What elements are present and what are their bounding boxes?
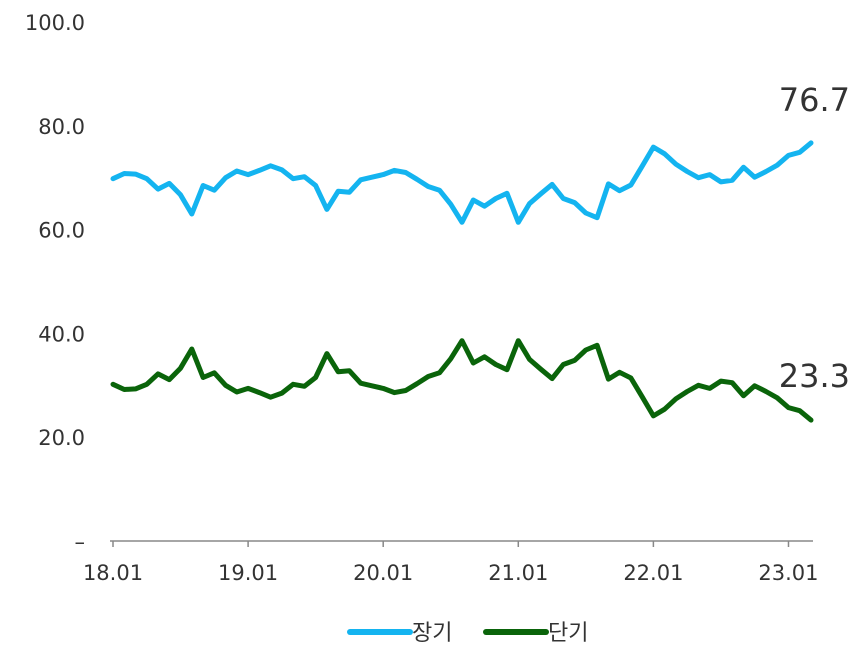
legend: 장기 단기 [347,621,588,646]
x-tick-label: 23.01 [758,561,818,585]
x-tick-label: 18.01 [83,561,143,585]
legend-label: 장기 [412,621,452,646]
x-tick-label: 19.01 [218,561,278,585]
y-tick-label: – [75,530,86,554]
x-tick-label: 22.01 [623,561,683,585]
y-axis: 100.0 80.0 60.0 40.0 20.0 – [25,11,85,554]
end-value-label: 76.7 [779,81,850,119]
legend-label: 단기 [548,621,588,646]
end-value-label: 23.3 [779,357,850,395]
x-tick-label: 21.01 [488,561,548,585]
series-layer [110,140,814,423]
end-labels: 76.7 23.3 [779,81,850,395]
series-line-short-term [110,338,814,423]
y-tick-label: 100.0 [25,11,85,35]
y-tick-label: 20.0 [38,426,85,450]
y-tick-label: 60.0 [38,219,85,243]
x-tick-label: 20.01 [353,561,413,585]
series-line-long-term [110,140,814,225]
y-tick-label: 40.0 [38,322,85,346]
y-tick-label: 80.0 [38,115,85,139]
x-axis: 18.01 19.01 20.01 21.01 22.01 23.01 [83,540,819,585]
